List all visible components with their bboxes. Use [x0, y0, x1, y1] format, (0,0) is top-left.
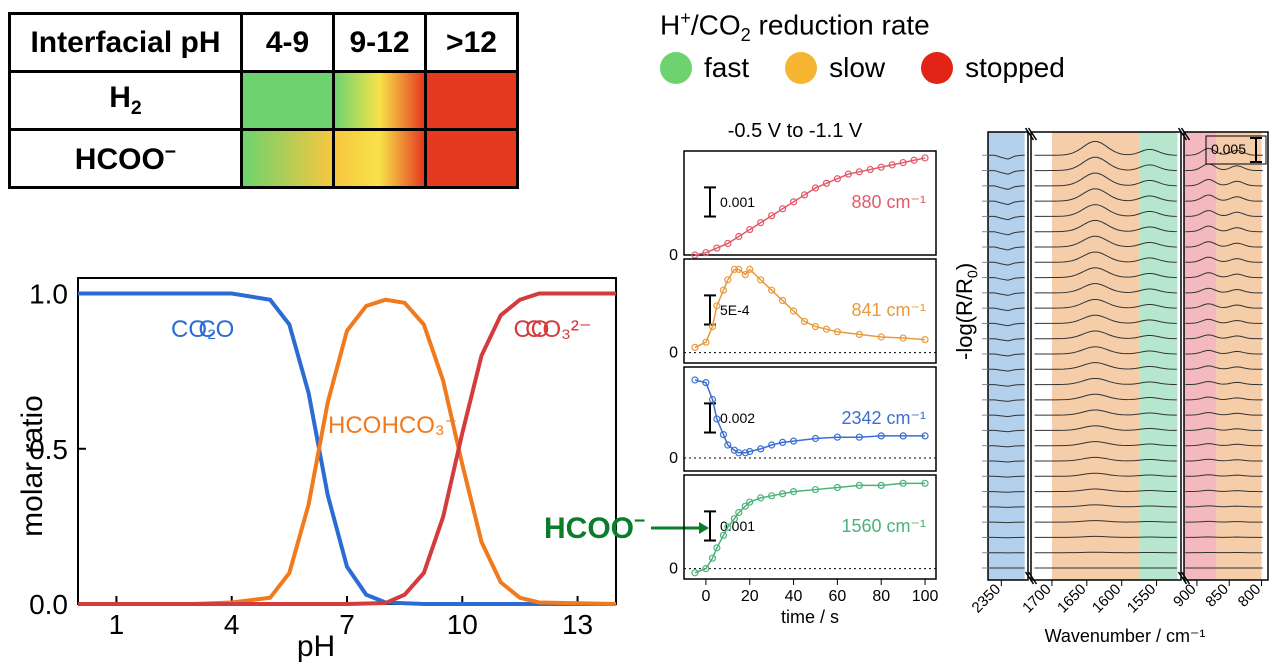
svg-text:800: 800 — [1235, 581, 1265, 611]
svg-text:HCO₃⁻: HCO₃⁻ — [382, 412, 458, 439]
svg-text:1.0: 1.0 — [29, 279, 68, 310]
svg-text:0.002: 0.002 — [720, 410, 755, 426]
svg-text:1600: 1600 — [1089, 581, 1125, 617]
svg-text:13: 13 — [562, 609, 593, 640]
slow-dot — [785, 52, 817, 84]
svg-text:900: 900 — [1170, 581, 1200, 611]
svg-text:40: 40 — [785, 588, 803, 605]
slow-label: slow — [829, 52, 885, 84]
cell-h2-1 — [334, 72, 426, 130]
svg-text:60: 60 — [828, 588, 846, 605]
ir-stack: 0.005 2350 1700165016001550 900850800 Wavenu… — [970, 120, 1270, 660]
kinetic-title: -0.5 V to -1.1 V — [640, 120, 950, 143]
x-axis-label: pH — [297, 630, 335, 664]
svg-text:1560 cm⁻¹: 1560 cm⁻¹ — [841, 516, 926, 536]
cell-hcoo-2 — [426, 130, 518, 188]
svg-text:7: 7 — [339, 609, 355, 640]
svg-text:HCO: HCO — [328, 412, 381, 439]
svg-text:0.005: 0.005 — [1211, 141, 1246, 157]
rate-legend: H+/CO2 reduction rate fast slow stopped — [660, 8, 1089, 84]
svg-text:5E-4: 5E-4 — [720, 302, 750, 318]
cell-h2-0 — [242, 72, 334, 130]
svg-text:0: 0 — [669, 345, 678, 362]
svg-text:0: 0 — [669, 247, 678, 264]
svg-text:0.0: 0.0 — [29, 589, 68, 620]
svg-text:880 cm⁻¹: 880 cm⁻¹ — [851, 192, 926, 212]
svg-text:1700: 1700 — [1019, 581, 1055, 617]
table-header-label: Interfacial pH — [10, 14, 242, 72]
cell-h2-2 — [426, 72, 518, 130]
svg-text:Wavenumber / cm⁻¹: Wavenumber / cm⁻¹ — [1045, 626, 1206, 646]
svg-text:10: 10 — [447, 609, 478, 640]
fast-label: fast — [704, 52, 749, 84]
y-axis-label: molar ratio — [16, 395, 50, 537]
svg-text:100: 100 — [912, 588, 939, 605]
svg-text:time / s: time / s — [781, 607, 839, 627]
svg-text:850: 850 — [1202, 581, 1232, 611]
stopped-label: stopped — [965, 52, 1065, 84]
row-h2: H2 — [10, 72, 242, 130]
svg-text:841 cm⁻¹: 841 cm⁻¹ — [851, 300, 926, 320]
svg-text:1: 1 — [109, 609, 125, 640]
svg-text:20: 20 — [741, 588, 759, 605]
cell-hcoo-1 — [334, 130, 426, 188]
rate-table: Interfacial pH 4-9 9-12 >12 H2 HCOO− — [8, 12, 519, 189]
ph-col-0: 4-9 — [242, 14, 334, 72]
svg-text:0: 0 — [669, 561, 678, 578]
cell-hcoo-0 — [242, 130, 334, 188]
svg-text:4: 4 — [224, 609, 240, 640]
svg-text:80: 80 — [872, 588, 890, 605]
ph-col-2: >12 — [426, 14, 518, 72]
row-hcoo: HCOO− — [10, 130, 242, 188]
svg-text:0: 0 — [701, 588, 710, 605]
speciation-chart: 14710130.00.51.0COHCOCOCO₂HCO₃⁻CO₃²⁻ mol… — [6, 268, 626, 664]
legend-title: H+/CO2 reduction rate — [660, 8, 1089, 46]
kinetic-panels: -0.5 V to -1.1 V 0 0.001 880 cm⁻¹ 0 5E-4 841 … — [640, 120, 950, 660]
svg-text:1650: 1650 — [1054, 581, 1090, 617]
svg-text:CO₂: CO₂ — [171, 316, 216, 343]
svg-text:2342 cm⁻¹: 2342 cm⁻¹ — [841, 408, 926, 428]
svg-text:0.001: 0.001 — [720, 194, 755, 210]
svg-text:2350: 2350 — [970, 581, 1004, 617]
stopped-dot — [921, 52, 953, 84]
ph-col-1: 9-12 — [334, 14, 426, 72]
svg-text:0: 0 — [669, 450, 678, 467]
svg-text:CO₃²⁻: CO₃²⁻ — [525, 316, 591, 343]
svg-text:1550: 1550 — [1124, 581, 1160, 617]
fast-dot — [660, 52, 692, 84]
